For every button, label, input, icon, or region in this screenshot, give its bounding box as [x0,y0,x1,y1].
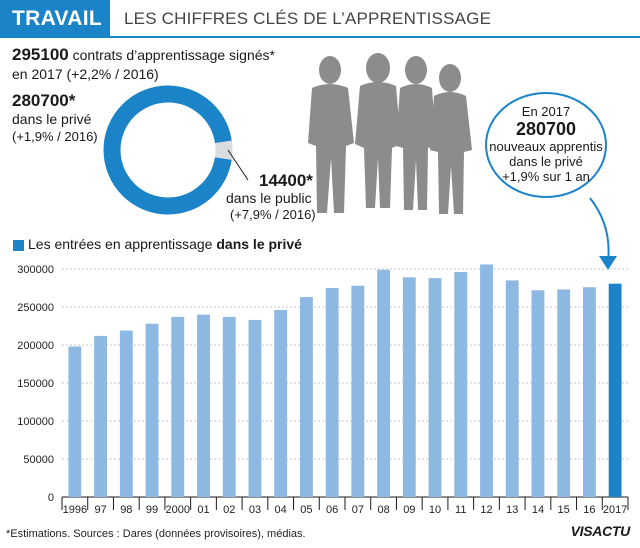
source-note: *Estimations. Sources : Dares (données p… [6,528,306,540]
bar-03 [248,319,262,497]
prive-label: dans le privé [12,111,92,127]
public-value: 14400* [259,171,313,190]
bubble-arrow [589,197,617,270]
bar-12 [480,264,493,497]
donut-chart [103,85,233,215]
x-tick-label: 16 [583,504,595,516]
page-title: LES CHIFFRES CLÉS DE L’APPRENTISSAGE [124,9,492,28]
y-tick-label: 0 [48,492,54,504]
x-tick-label: 99 [146,504,158,516]
prive-value: 280700* [12,91,76,110]
x-tick-label: 14 [532,504,544,516]
y-tick-label: 300000 [17,264,54,276]
x-tick-label: 05 [300,504,312,516]
bar-04 [274,310,288,497]
bar-13 [505,280,519,497]
x-tick-label: 09 [403,504,415,516]
bar-08 [377,269,391,497]
bar-09 [402,277,416,497]
legend-swatch [13,240,24,251]
bar-2017 [608,283,622,497]
public-label: dans le public [226,190,312,206]
prive-change: (+1,9% / 2016) [12,129,98,144]
x-tick-label: 10 [429,504,441,516]
bubble-text-3: +1,9% sur 1 an [502,169,590,184]
donut-pointer [227,149,249,181]
section-tag: TRAVAIL [0,0,110,38]
bar-2000 [171,316,185,497]
total-line: 295100 contrats d’apprentissage signés* [12,45,275,65]
x-tick-label: 11 [455,504,466,516]
legend-label: Les entrées en apprentissage dans le pri… [28,236,302,252]
bar-07 [351,285,365,497]
total-sub: en 2017 (+2,2% / 2016) [12,66,159,82]
x-tick-label: 01 [197,504,209,516]
bar-99 [145,323,159,497]
header-rule [110,36,640,38]
x-tick-label: 13 [506,504,518,516]
x-tick-label: 1996 [63,504,87,516]
brand-logo: VISACTU [570,523,631,539]
x-tick-label: 97 [94,504,106,516]
bar-11 [454,272,468,497]
x-tick-label: 2000 [166,504,190,516]
y-tick-label: 100000 [17,416,54,428]
x-tick-label: 02 [223,504,235,516]
y-tick-label: 50000 [23,454,54,466]
bubble-year: En 2017 [521,104,571,119]
bar-1996 [68,346,82,497]
bubble-value: 280700 [515,119,577,139]
bar-97 [94,335,108,497]
x-tick-label: 2017 [603,504,627,516]
x-tick-label: 08 [377,504,389,516]
bubble-text-1: nouveaux apprentis [489,139,603,154]
bar-06 [325,288,339,497]
bar-10 [428,278,442,497]
x-tick-label: 06 [326,504,338,516]
x-tick-label: 03 [249,504,261,516]
legend-text: Les entrées en apprentissage [28,236,217,252]
bubble-text-2: dans le privé [509,154,583,169]
total-text: contrats d’apprentissage signés* [68,47,275,63]
bar-14 [531,290,545,497]
x-tick-label: 98 [120,504,132,516]
bar-15 [557,289,571,497]
total-value: 295100 [12,45,69,64]
x-tick-label: 12 [480,504,492,516]
y-tick-label: 200000 [17,340,54,352]
bar-02 [222,316,236,497]
legend-text-bold: dans le privé [216,236,302,252]
bar-98 [119,330,133,497]
bar-01 [197,314,210,497]
x-tick-label: 04 [275,504,287,516]
y-tick-label: 150000 [17,378,54,390]
x-tick-label: 15 [558,504,570,516]
bar-chart: 0 50000 100000 150000 200000 250000 300000 1996… [17,264,629,516]
bar-16 [582,287,596,497]
people-silhouette-illustration [308,53,472,214]
bar-05 [299,297,313,497]
y-tick-label: 250000 [17,302,54,314]
donut-slice-public [103,85,233,215]
public-change: (+7,9% / 2016) [230,207,316,222]
highlight-bubble: En 2017 280700 nouveaux apprentis dans l… [485,92,607,198]
x-tick-label: 07 [352,504,364,516]
donut-slice-prive [103,85,233,215]
